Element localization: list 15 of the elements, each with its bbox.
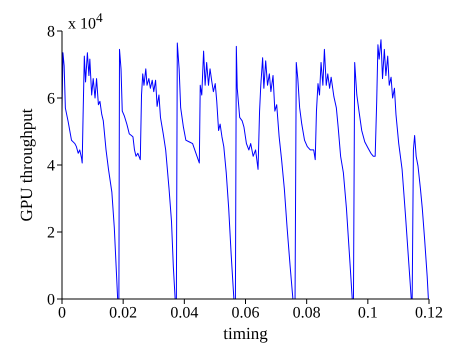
y-tick-label: 0 — [47, 292, 55, 309]
y-tick-label: 8 — [47, 24, 55, 41]
y-tick-label: 6 — [47, 90, 55, 108]
x-tick-label: 0.02 — [109, 304, 138, 322]
x-tick-label: 0.04 — [170, 304, 198, 322]
x-tick-label: 0 — [58, 304, 66, 322]
x-axis-title: timing — [223, 324, 268, 343]
y-tick-label: 2 — [47, 224, 55, 242]
x-tick-label: 0.1 — [358, 304, 378, 322]
x-tick-label: 0.06 — [232, 304, 260, 322]
x-tick-label: 0.12 — [415, 304, 443, 322]
annotation: x 10$^{4}$ — [68, 10, 103, 34]
x-tick-label: 0.08 — [292, 304, 321, 322]
y-tick-label: 4 — [47, 158, 55, 175]
y-axis-title: GPU throughput — [17, 108, 36, 222]
